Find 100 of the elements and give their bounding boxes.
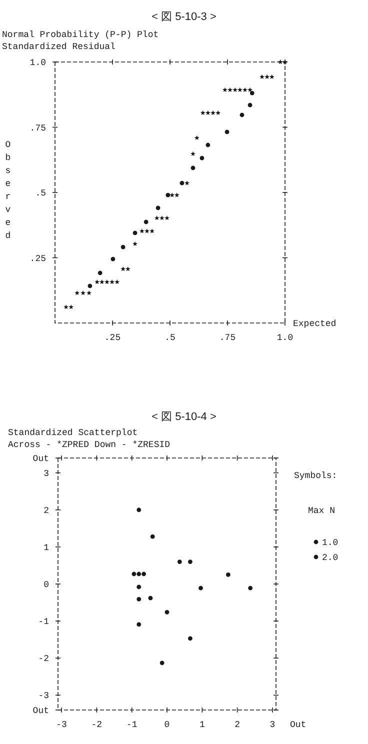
point (136, 572, 142, 576)
point (110, 279, 115, 284)
y-tick-label: .75 (30, 123, 46, 134)
point (160, 660, 164, 666)
x-tick-label: 1.0 (276, 333, 294, 343)
point (136, 584, 142, 590)
y-tick-label: 1.0 (30, 58, 46, 68)
point (248, 586, 253, 590)
x-axis-title: Expected (293, 319, 336, 329)
point (282, 59, 288, 65)
point (250, 90, 254, 96)
point (110, 256, 116, 262)
point (74, 290, 80, 296)
point (200, 156, 204, 160)
y-tick-label: 3 (44, 468, 49, 479)
text: Out (290, 720, 306, 730)
point (260, 74, 264, 79)
x-tick-label: 2 (234, 720, 240, 730)
point (144, 228, 150, 234)
point (139, 228, 144, 234)
point (136, 622, 142, 627)
y-tick-label: .5 (35, 188, 46, 198)
point (88, 284, 92, 288)
point (174, 192, 180, 198)
point (159, 215, 164, 220)
point (104, 279, 110, 284)
legend-label: 1.0 (322, 538, 338, 548)
point (188, 560, 192, 564)
point (248, 102, 252, 108)
point (177, 560, 182, 564)
point (194, 135, 200, 140)
x-tick-label: .75 (219, 333, 236, 343)
point (264, 74, 270, 79)
point (166, 192, 170, 198)
point (156, 206, 160, 210)
point (164, 610, 170, 614)
point (240, 112, 244, 118)
x-tick-label: 3 (270, 720, 276, 730)
legend-label: 2.0 (322, 553, 338, 563)
chart-title: < 図 5-10-4 > (152, 411, 216, 423)
x-tick-label: -1 (126, 720, 138, 730)
point (68, 304, 74, 310)
point (222, 87, 228, 92)
point (205, 110, 210, 115)
point (242, 87, 248, 92)
y-tick-label: 2 (44, 506, 49, 516)
point (120, 244, 126, 250)
point (184, 180, 190, 186)
point (206, 142, 210, 148)
point (198, 586, 203, 590)
x-tick-label: 1 (199, 720, 205, 730)
y-tick-label: 0 (44, 580, 49, 590)
point (120, 266, 126, 272)
point (98, 270, 102, 276)
point (278, 59, 283, 64)
point (154, 215, 160, 220)
point (269, 74, 274, 79)
point (99, 279, 104, 284)
y-tick-label: Out (32, 706, 49, 716)
point (86, 290, 92, 296)
x-tick-label: 0 (164, 720, 170, 730)
legend-title: Symbols: (294, 471, 338, 481)
y-tick-label: 1 (44, 542, 49, 553)
point (200, 110, 206, 115)
point (148, 596, 153, 600)
point (190, 151, 196, 156)
y-tick-label: -3 (38, 691, 49, 702)
y-tick-label: .25 (30, 254, 46, 264)
point (188, 636, 192, 641)
point (248, 87, 253, 92)
point (170, 192, 175, 198)
point (94, 279, 100, 284)
point (228, 87, 232, 92)
y-tick-label: Out (32, 454, 49, 464)
point (210, 110, 216, 115)
point (136, 596, 142, 602)
x-tick-label: .25 (104, 333, 121, 343)
point (232, 87, 238, 92)
point (150, 534, 155, 539)
x-tick-label: .5 (164, 333, 176, 343)
y-tick-label: -2 (38, 654, 49, 664)
point (64, 304, 69, 310)
point (164, 215, 170, 220)
point (132, 572, 136, 576)
text: Max N (308, 506, 336, 516)
point (132, 230, 138, 236)
point (80, 290, 86, 296)
text: Across - *ZPRED Down - *ZRESID (8, 440, 170, 450)
point (136, 508, 142, 512)
point (144, 220, 148, 224)
point (150, 228, 155, 234)
text: Standardized Residual (2, 42, 116, 52)
chart-title: < 図 5-10-3 > (152, 11, 216, 23)
point (237, 87, 242, 92)
point (224, 130, 230, 134)
x-tick-label: -2 (91, 720, 102, 730)
point (132, 241, 138, 246)
chart-subtitle: Normal Probability (P-P) Plot (2, 30, 159, 40)
point (216, 110, 221, 115)
point (226, 572, 230, 577)
